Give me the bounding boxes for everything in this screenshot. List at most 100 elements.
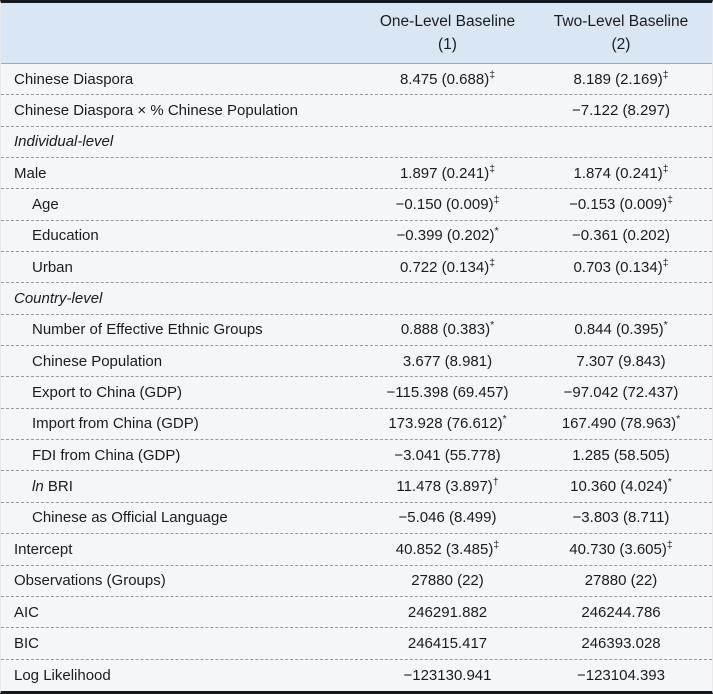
coefficient-value: −0.399 (0.202) <box>396 227 495 245</box>
coefficient-value: 0.888 (0.383) <box>400 321 491 339</box>
value-cell-model-1: 0.888 (0.383)* <box>364 319 531 339</box>
value-cell-model-1: −0.399 (0.202)* <box>364 226 531 245</box>
table-row: AIC 246291.882 246244.786 <box>1 596 712 629</box>
coefficient-value: −0.361 (0.202) <box>572 227 670 245</box>
coefficient-value: −115.398 (69.457) <box>386 384 509 402</box>
significance-superscript: ‡ <box>662 256 669 269</box>
row-label-text: Observations (Groups) <box>14 572 166 590</box>
coefficient-value: 1.874 (0.241) <box>573 164 663 182</box>
column-title: One-Level Baseline <box>379 13 516 30</box>
value-cell-model-1: −123130.941 <box>364 667 531 684</box>
value-cell-model-1: 173.928 (76.612)* <box>364 413 531 432</box>
table-row: Urban 0.722 (0.134)‡ 0.703 (0.134)‡ <box>1 252 712 284</box>
value-cell-model-1: −5.046 (8.499) <box>364 509 531 526</box>
row-label: AIC <box>1 604 364 621</box>
row-label: Chinese Diaspora <box>1 71 364 88</box>
row-label: Chinese Diaspora × % Chinese Population <box>1 102 364 119</box>
value-cell-model-1: 8.475 (0.688)‡ <box>364 68 531 88</box>
row-label: Intercept <box>1 541 364 558</box>
significance-superscript: † <box>492 476 499 489</box>
column-header-one-level-baseline: One-Level Baseline (1) <box>364 3 531 63</box>
coefficient-value: 27880 (22) <box>584 572 658 590</box>
value-cell-model-2: 246393.028 <box>531 635 711 652</box>
coefficient-value: 8.475 (0.688) <box>399 70 490 88</box>
value-cell-model-2: 1.285 (58.505) <box>531 447 711 464</box>
significance-superscript: ‡ <box>493 538 500 551</box>
row-label-text: Chinese as Official Language <box>32 509 228 527</box>
table-row: Number of Effective Ethnic Groups 0.888 … <box>1 314 712 347</box>
table-header: One-Level Baseline (1) Two-Level Baselin… <box>1 3 712 64</box>
row-label-text: Chinese Population <box>32 352 163 370</box>
value-cell-model-1: 246415.417 <box>364 635 531 652</box>
coefficient-value: 27880 (22) <box>411 572 484 590</box>
value-cell-model-2: 10.360 (4.024)* <box>531 477 711 495</box>
significance-superscript: ‡ <box>667 194 673 207</box>
row-label: Chinese as Official Language <box>1 509 364 526</box>
row-label-text: Export to China (GDP) <box>32 384 183 402</box>
significance-superscript: ‡ <box>493 194 500 207</box>
row-label: Urban <box>1 259 364 276</box>
row-label: Education <box>1 227 364 244</box>
row-label-text: Country-level <box>14 290 103 308</box>
significance-superscript: ‡ <box>489 68 496 81</box>
coefficient-value: 246291.882 <box>407 603 488 621</box>
table-row: Chinese Diaspora 8.475 (0.688)‡ 8.189 (2… <box>1 64 712 96</box>
row-label-text: Chinese Diaspora <box>14 70 134 88</box>
coefficient-value: 1.897 (0.241) <box>399 164 490 182</box>
row-label: Observations (Groups) <box>1 572 364 589</box>
row-label: Age <box>1 196 364 213</box>
column-number: (2) <box>611 35 631 53</box>
significance-superscript: ‡ <box>666 538 673 551</box>
value-cell-model-1: 0.722 (0.134)‡ <box>364 256 531 275</box>
value-cell-model-2: 167.490 (78.963)* <box>531 414 711 432</box>
column-header-two-level-baseline: Two-Level Baseline (2) <box>531 3 711 63</box>
table-row: Observations (Groups) 27880 (22) 27880 (… <box>1 565 712 597</box>
value-cell-model-1: −3.041 (55.778) <box>364 447 531 464</box>
row-label-text: Male <box>14 164 47 182</box>
coefficient-value: 3.677 (8.981) <box>402 352 493 370</box>
table-row: Chinese as Official Language −5.046 (8.4… <box>1 502 712 535</box>
value-cell-model-1: 27880 (22) <box>364 572 531 589</box>
coefficient-value: −5.046 (8.499) <box>398 509 497 527</box>
coefficient-value: −123104.393 <box>576 666 665 684</box>
value-cell-model-2: 7.307 (9.843) <box>531 353 711 370</box>
row-label-text: BIC <box>14 634 40 652</box>
significance-superscript: * <box>663 319 668 332</box>
row-label-text: Education <box>32 227 99 245</box>
row-label-text: FDI from China (GDP) <box>32 446 181 464</box>
row-label: Export to China (GDP) <box>1 384 364 401</box>
coefficient-value: 8.189 (2.169) <box>573 70 663 88</box>
coefficient-value: 40.730 (3.605) <box>569 540 667 558</box>
row-label-italic-part: ln <box>32 478 44 496</box>
significance-superscript: * <box>502 413 507 426</box>
value-cell-model-1: 3.677 (8.981) <box>364 353 531 370</box>
row-label: Country-level <box>1 290 364 307</box>
significance-superscript: * <box>490 319 495 332</box>
significance-superscript: ‡ <box>662 68 669 81</box>
row-label: Individual-level <box>1 133 364 150</box>
coefficient-value: −97.042 (72.437) <box>563 384 679 402</box>
table-row: Country-level <box>1 283 712 315</box>
coefficient-value: −0.153 (0.009) <box>569 196 668 214</box>
value-cell-model-1: 1.897 (0.241)‡ <box>364 162 531 182</box>
value-cell-model-2: −0.361 (0.202) <box>531 227 711 244</box>
value-cell-model-2: −3.803 (8.711) <box>531 509 711 526</box>
value-cell-model-2: 0.844 (0.395)* <box>531 319 711 339</box>
value-cell-model-2: 40.730 (3.605)‡ <box>531 538 711 558</box>
row-label: Log Likelihood <box>1 667 364 684</box>
row-label-text: Urban <box>32 258 73 276</box>
row-label: FDI from China (GDP) <box>1 447 364 464</box>
table-row: BIC 246415.417 246393.028 <box>1 628 712 660</box>
coefficient-value: 11.478 (3.897) <box>396 478 493 496</box>
value-cell-model-2: −0.153 (0.009)‡ <box>531 194 711 214</box>
significance-superscript: ‡ <box>662 162 669 175</box>
row-label: Import from China (GDP) <box>1 415 364 432</box>
coefficient-value: 0.844 (0.395) <box>574 321 664 339</box>
coefficient-value: 40.852 (3.485) <box>395 540 494 558</box>
significance-superscript: ‡ <box>489 162 496 175</box>
row-label-text: BRI <box>43 478 73 496</box>
significance-superscript: ‡ <box>489 256 496 269</box>
value-cell-model-1: 246291.882 <box>364 604 531 621</box>
value-cell-model-2: 27880 (22) <box>531 572 711 589</box>
